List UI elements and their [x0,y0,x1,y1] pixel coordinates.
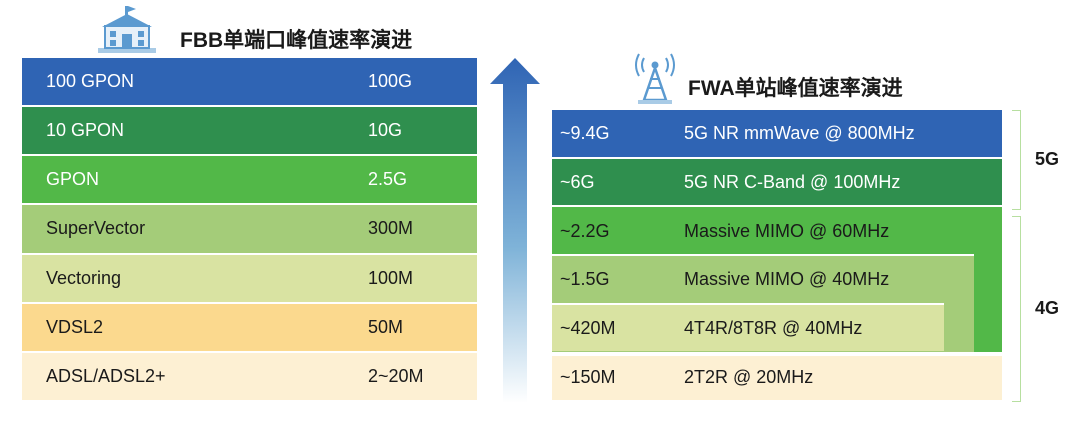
fbb-row: GPON 2.5G [22,156,477,204]
fbb-speed: 100M [368,267,414,288]
fwa-speed: ~6G [560,172,595,193]
fwa-speed: ~9.4G [560,123,610,144]
fbb-tech-name: 10 GPON [46,120,125,141]
fbb-stack: 100 GPON 100G 10 GPON 10G GPON 2.5G SuperVecto… [22,58,477,402]
evolution-arrow [490,58,540,403]
radio-tower-icon [635,53,675,104]
fwa-row-divider [552,156,1002,159]
fwa-technology: Massive MIMO @ 40MHz [684,269,890,290]
fbb-row: SuperVector 300M [22,205,477,253]
fbb-speed: 300M [368,218,414,239]
fwa-technology: 4T4R/8T8R @ 40MHz [684,318,863,339]
fbb-row: ADSL/ADSL2+ 2~20M [22,352,477,400]
building-icon [98,6,156,53]
fbb-tech-name: 100 GPON [46,71,135,92]
fwa-speed: ~2.2G [560,220,610,241]
fbb-speed: 2.5G [368,169,408,190]
fbb-title: FBB单端口峰值速率演进 [180,29,413,52]
group-label-4g: 4G [1035,298,1060,318]
fbb-row: 100 GPON 100G [22,58,477,106]
bracket-5g [1012,110,1021,210]
group-label-5g: 5G [1035,149,1060,169]
fwa-title: FWA单站峰值速率演进 [688,77,903,100]
fbb-speed: 10G [368,120,403,141]
fwa-speed: ~420M [560,318,616,339]
fbb-tech-name: VDSL2 [46,316,104,337]
fwa-technology: Massive MIMO @ 60MHz [684,220,890,241]
fbb-tech-name: ADSL/ADSL2+ [46,365,166,386]
fbb-speed: 2~20M [368,365,424,386]
fwa-speed: ~1.5G [560,269,610,290]
fwa-row-divider [552,302,944,305]
fwa-speed: ~150M [560,366,616,387]
fwa-technology: 5G NR mmWave @ 800MHz [684,123,915,144]
fwa-technology: 2T2R @ 20MHz [684,366,814,387]
fwa-row-divider [552,254,974,257]
bracket-4g [1012,216,1021,402]
fbb-speed: 50M [368,316,404,337]
fbb-tech-name: GPON [46,169,100,190]
fwa-technology: 5G NR C-Band @ 100MHz [684,172,901,193]
fwa-row-divider [552,205,1002,208]
fwa-row-bg [552,158,1002,206]
fwa-stack: ~9.4G 5G NR mmWave @ 800MHz ~6G 5G NR C-Ban… [552,110,1002,402]
fwa-row-bg [552,304,944,352]
fwa-row-bg [552,110,1002,157]
fwa-row-divider [552,351,1002,354]
fbb-row: Vectoring 100M [22,254,477,302]
fbb-row: 10 GPON 10G [22,107,477,155]
fbb-tech-name: Vectoring [46,267,122,288]
fwa-row-bg [552,355,1002,401]
fbb-tech-name: SuperVector [46,218,146,239]
fbb-row: VDSL2 50M [22,303,477,351]
fbb-speed: 100G [368,71,413,92]
